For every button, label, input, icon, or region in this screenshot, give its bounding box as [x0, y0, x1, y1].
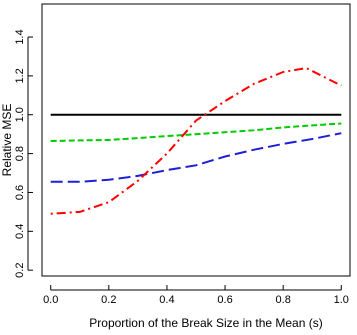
y-tick-label: 1.0 [14, 107, 26, 122]
y-tick-label: 0.2 [14, 263, 26, 278]
series-line-2 [50, 122, 342, 142]
x-axis-title: Proportion of the Break Size in the Mean… [89, 316, 322, 330]
x-tick-label: 0.8 [276, 294, 291, 306]
y-tick-label: 1.4 [14, 29, 26, 44]
x-tick-label: 0.0 [43, 294, 58, 306]
y-axis-title: Relative MSE [0, 104, 14, 177]
plot-frame [41, 3, 351, 277]
x-tick-label: 1.0 [334, 294, 349, 306]
x-tick-label: 0.4 [159, 294, 174, 306]
y-tick-label: 0.8 [14, 146, 26, 161]
y-tick-label: 0.6 [14, 185, 26, 200]
x-tick-label: 0.6 [217, 294, 232, 306]
series-line-3 [50, 132, 342, 183]
y-tick-label: 1.2 [14, 68, 26, 83]
x-tick-label: 0.2 [101, 294, 116, 306]
series-line-4 [50, 67, 342, 215]
y-tick-label: 0.4 [14, 224, 26, 239]
plot-area: 0.0 0.2 0.4 0.6 0.8 1.0 0.2 0.4 0.6 0.8 1.0 1.2 1.4 [14, 3, 351, 306]
